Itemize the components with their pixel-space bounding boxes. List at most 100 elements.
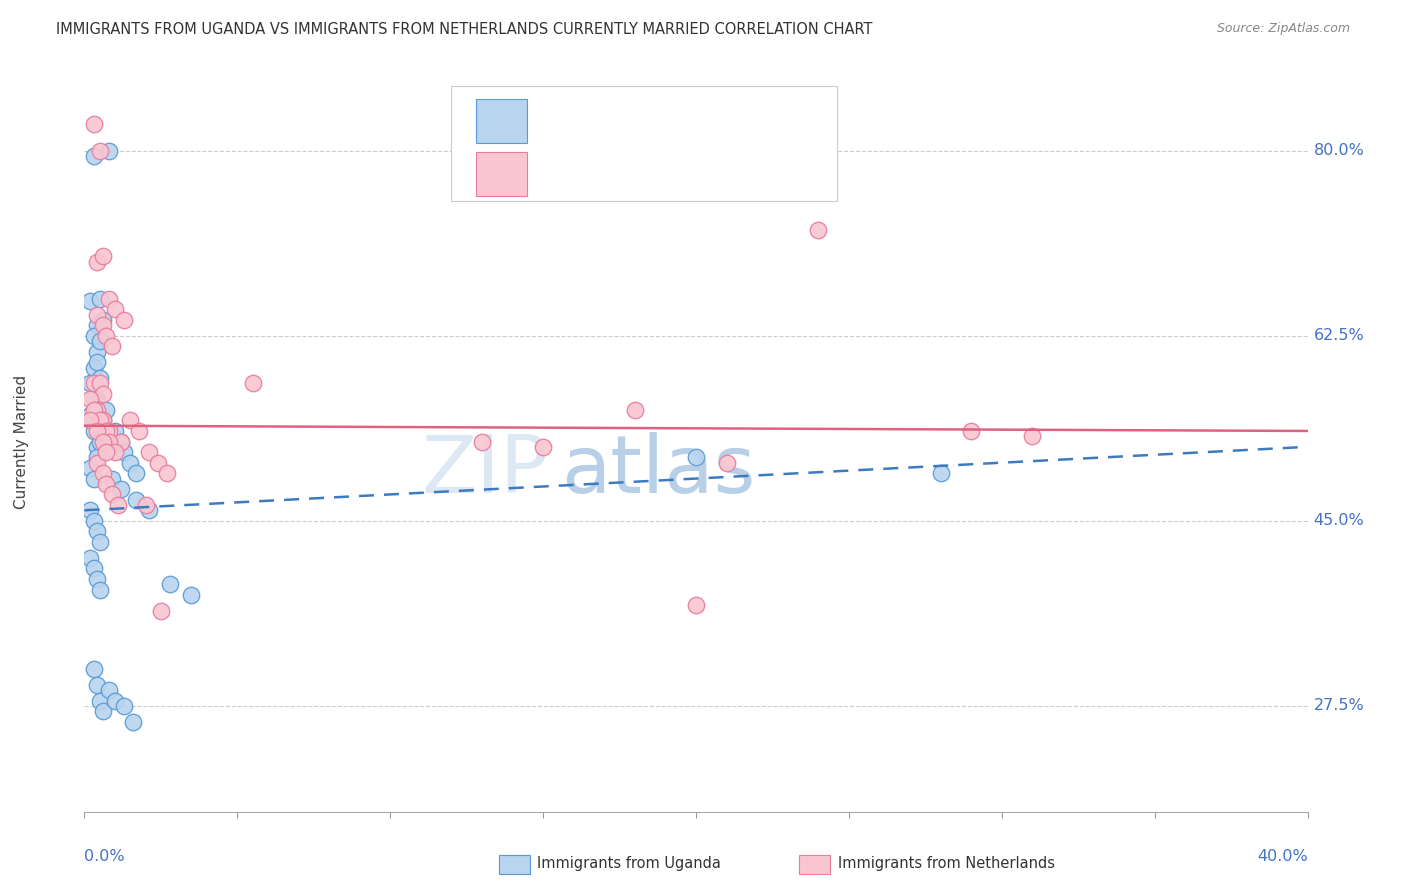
Point [107, 498, 129, 512]
Point [83, 376, 105, 391]
Point [149, 604, 172, 618]
Point [960, 424, 983, 438]
Point [112, 313, 135, 327]
Point [86, 456, 108, 470]
Text: ZIP: ZIP [422, 432, 550, 510]
Point [101, 487, 124, 501]
Point [86, 524, 108, 539]
Text: R =  0.057   N = 54: R = 0.057 N = 54 [541, 112, 718, 130]
Point [91, 387, 114, 401]
Point [97, 434, 120, 449]
Point [86, 355, 108, 369]
Point [89, 376, 111, 391]
Point [97, 424, 120, 438]
Point [138, 503, 160, 517]
Point [94, 445, 117, 459]
Point [86, 424, 108, 438]
Point [97, 292, 120, 306]
Point [89, 292, 111, 306]
Point [135, 498, 157, 512]
Point [685, 450, 707, 465]
Point [104, 445, 127, 459]
Point [79, 503, 101, 517]
Point [929, 467, 952, 481]
Text: 80.0%: 80.0% [1313, 144, 1365, 158]
Point [83, 360, 105, 375]
Text: Currently Married: Currently Married [14, 375, 30, 508]
Point [83, 561, 105, 575]
Point [86, 440, 108, 454]
FancyBboxPatch shape [475, 99, 527, 144]
Point [122, 714, 145, 729]
Text: 62.5%: 62.5% [1313, 328, 1364, 343]
Point [79, 550, 101, 565]
Text: Immigrants from Netherlands: Immigrants from Netherlands [838, 856, 1054, 871]
Point [89, 371, 111, 385]
Point [83, 149, 105, 163]
Text: Immigrants from Uganda: Immigrants from Uganda [537, 856, 721, 871]
Point [120, 413, 142, 427]
Point [125, 492, 148, 507]
Point [83, 392, 105, 407]
Point [91, 313, 114, 327]
Point [83, 402, 105, 417]
Point [79, 413, 101, 427]
Point [112, 698, 135, 713]
Point [685, 599, 707, 613]
Point [156, 467, 179, 481]
Point [97, 434, 120, 449]
Point [86, 308, 108, 322]
Point [86, 318, 108, 333]
Point [112, 445, 135, 459]
Point [94, 402, 117, 417]
Point [79, 408, 101, 422]
Point [159, 577, 181, 591]
Point [104, 302, 127, 317]
Point [180, 588, 202, 602]
Point [94, 424, 117, 438]
Point [91, 704, 114, 718]
Point [716, 456, 738, 470]
Text: IMMIGRANTS FROM UGANDA VS IMMIGRANTS FROM NETHERLANDS CURRENTLY MARRIED CORRELAT: IMMIGRANTS FROM UGANDA VS IMMIGRANTS FRO… [56, 22, 873, 37]
Point [79, 392, 101, 407]
Point [86, 678, 108, 692]
Point [79, 461, 101, 475]
Point [79, 376, 101, 391]
Text: 40.0%: 40.0% [1257, 849, 1308, 863]
Point [83, 514, 105, 528]
Point [91, 434, 114, 449]
Point [79, 293, 101, 308]
Point [91, 467, 114, 481]
Point [125, 467, 148, 481]
Point [86, 392, 108, 407]
Point [104, 424, 127, 438]
Point [86, 572, 108, 586]
Point [110, 482, 132, 496]
Point [83, 328, 105, 343]
Point [101, 472, 124, 486]
FancyBboxPatch shape [451, 87, 837, 201]
Point [83, 472, 105, 486]
Point [101, 339, 124, 353]
Point [94, 476, 117, 491]
Point [1021, 429, 1043, 443]
Point [89, 582, 111, 597]
Point [91, 413, 114, 427]
Point [146, 456, 169, 470]
Point [89, 694, 111, 708]
Point [97, 683, 120, 698]
Point [104, 694, 127, 708]
FancyBboxPatch shape [475, 152, 527, 196]
Text: Source: ZipAtlas.com: Source: ZipAtlas.com [1216, 22, 1350, 36]
Point [110, 434, 132, 449]
Point [91, 413, 114, 427]
Text: 45.0%: 45.0% [1313, 514, 1364, 528]
Text: atlas: atlas [561, 432, 756, 510]
Point [138, 445, 160, 459]
Point [91, 318, 114, 333]
Point [83, 117, 105, 131]
Point [89, 535, 111, 549]
Point [471, 434, 494, 449]
Point [83, 662, 105, 676]
Point [89, 413, 111, 427]
